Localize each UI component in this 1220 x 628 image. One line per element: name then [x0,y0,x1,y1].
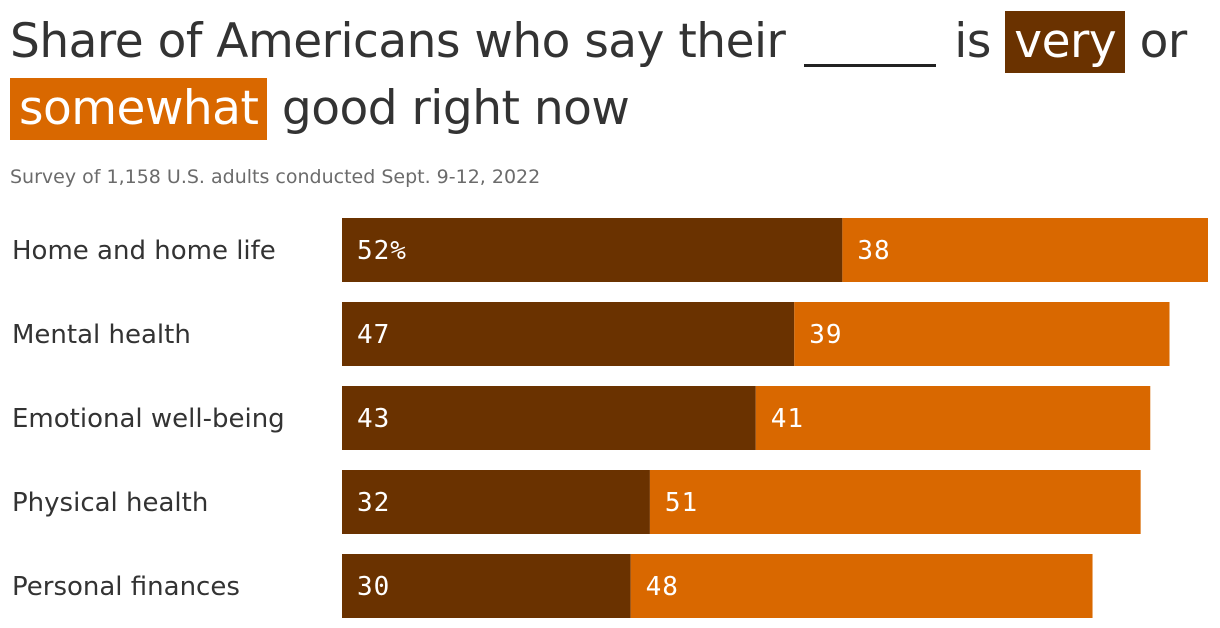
value-label-very: 52% [357,236,407,266]
title-highlight-very: very [1005,11,1126,73]
chart-subtitle: Survey of 1,158 U.S. adults conducted Se… [10,166,541,188]
category-label: Physical health [12,488,208,518]
category-label: Personal finances [12,572,240,602]
bar-very [342,470,650,534]
value-label-somewhat: 41 [771,404,804,434]
bar-somewhat [755,386,1151,450]
title-part-3: or [1139,14,1188,69]
title-highlight-somewhat: somewhat [10,78,268,140]
title-part-4: good right now [281,81,630,136]
title-blank [803,24,936,67]
category-label: Emotional well-being [12,404,285,434]
value-label-very: 30 [357,572,390,602]
value-label-somewhat: 51 [665,488,698,518]
bar-somewhat [630,554,1093,618]
value-label-somewhat: 38 [857,236,890,266]
title-part-2: is [954,14,991,69]
value-label-very: 32 [357,488,390,518]
bar-somewhat [842,218,1208,282]
bar-very [342,386,756,450]
value-label-somewhat: 39 [809,320,842,350]
chart-title: Share of Americans who say their is very… [10,8,1215,142]
bar-very [342,302,795,366]
value-label-very: 43 [357,404,390,434]
category-label: Mental health [12,320,191,350]
category-label: Home and home life [12,236,276,266]
bar-very [342,218,843,282]
bar-somewhat [649,470,1141,534]
bar-very [342,554,631,618]
value-label-very: 47 [357,320,390,350]
value-label-somewhat: 48 [646,572,679,602]
title-part-1: Share of Americans who say their [10,14,786,69]
bar-somewhat [794,302,1170,366]
